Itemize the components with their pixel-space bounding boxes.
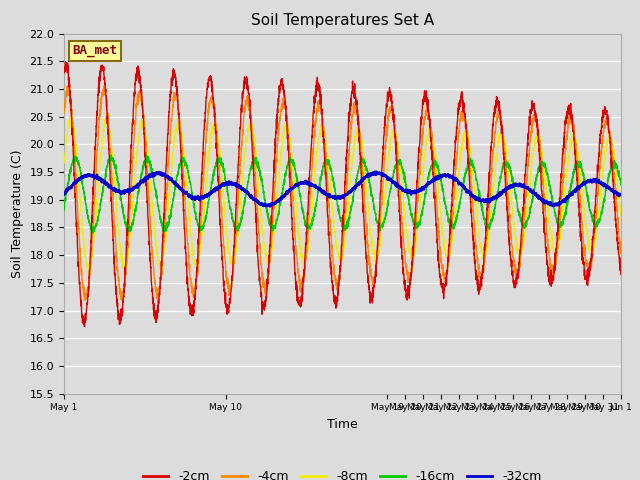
Legend: -2cm, -4cm, -8cm, -16cm, -32cm: -2cm, -4cm, -8cm, -16cm, -32cm xyxy=(138,465,547,480)
Y-axis label: Soil Temperature (C): Soil Temperature (C) xyxy=(11,149,24,278)
X-axis label: Time: Time xyxy=(327,418,358,431)
Text: BA_met: BA_met xyxy=(72,44,117,58)
Title: Soil Temperatures Set A: Soil Temperatures Set A xyxy=(251,13,434,28)
